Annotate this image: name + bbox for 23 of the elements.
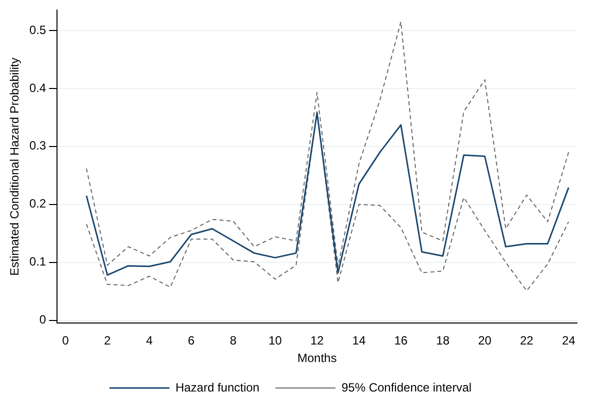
- x-tick-label: 4: [146, 334, 153, 348]
- y-tick-label: 0.4: [29, 80, 46, 95]
- x-tick-label: 2: [104, 334, 112, 348]
- x-tick-label: 14: [352, 334, 366, 348]
- x-tick-label: 10: [268, 334, 282, 348]
- x-tick-label: 22: [520, 334, 534, 348]
- x-tick-label: 24: [562, 334, 576, 348]
- x-tick-label: 8: [230, 334, 237, 348]
- x-tick-label: 20: [478, 334, 492, 348]
- y-tick-label: 0.3: [29, 138, 46, 153]
- y-tick-label: 0.2: [29, 196, 46, 211]
- x-tick-label: 18: [436, 334, 450, 348]
- y-tick-label: 0: [39, 312, 46, 327]
- y-tick-label: 0.5: [29, 22, 46, 37]
- x-axis-title: Months: [297, 351, 337, 366]
- y-tick-label: 0.1: [29, 254, 46, 269]
- legend-label: Hazard function: [175, 380, 260, 394]
- x-tick-label: 0: [62, 334, 70, 348]
- y-axis-title: Estimated Conditional Hazard Probability: [8, 58, 22, 276]
- x-tick-label: 6: [188, 334, 195, 348]
- x-tick-label: 12: [310, 334, 324, 348]
- x-tick-label: 16: [394, 334, 408, 348]
- legend-label: 95% Confidence interval: [341, 380, 472, 394]
